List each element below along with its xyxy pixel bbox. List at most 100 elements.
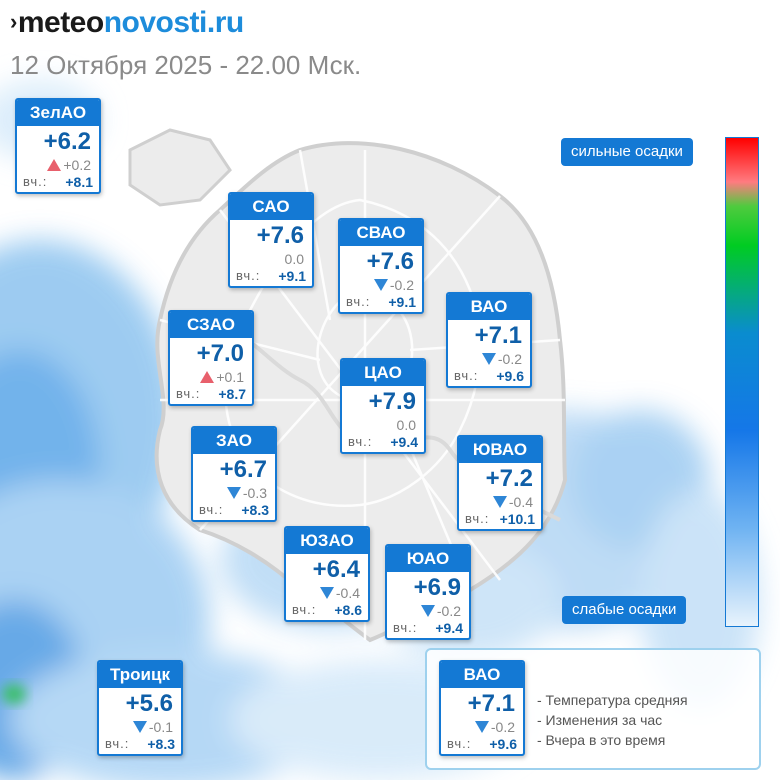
district-name: САО xyxy=(230,194,312,220)
trend-down-icon xyxy=(481,353,496,365)
hourly-change-value: -0.4 xyxy=(335,585,360,601)
yesterday-value: +8.7 xyxy=(218,386,246,402)
logo-text-meteo: meteo xyxy=(17,6,104,39)
district-name: ЮВАО xyxy=(459,437,541,463)
legend-note-change: - Изменения за час xyxy=(537,712,663,728)
temperature-value: +7.1 xyxy=(474,322,522,349)
logo-text-novosti: novosti.ru xyxy=(103,6,245,39)
yesterday-label: вч.: xyxy=(105,736,130,751)
hourly-change: -0.2 xyxy=(474,719,515,735)
hourly-change-value: -0.4 xyxy=(508,494,533,510)
yesterday-row: вч.: +8.3 xyxy=(199,502,269,518)
yesterday-row: вч.: +9.6 xyxy=(454,368,524,384)
district-name: СВАО xyxy=(340,220,422,246)
hourly-change: 0.0 xyxy=(285,251,304,267)
district-card-cao[interactable]: ЦАО +7.9 0.0 вч.: +9.4 xyxy=(340,358,426,454)
district-card-svao[interactable]: СВАО +7.6 -0.2 вч.: +9.1 xyxy=(338,218,424,314)
yesterday-row: вч.: +8.6 xyxy=(292,602,362,618)
legend-sample-card: ВАО +7.1 -0.2 вч.: +9.6 xyxy=(439,660,525,756)
temperature-value: +7.2 xyxy=(485,465,533,492)
yesterday-value: +8.6 xyxy=(334,602,362,618)
legend-box: ВАО +7.1 -0.2 вч.: +9.6 - Температура сре… xyxy=(425,648,761,770)
temperature-value: +5.6 xyxy=(125,690,173,717)
hourly-change: -0.1 xyxy=(132,719,173,735)
yesterday-value: +9.4 xyxy=(435,620,463,636)
yesterday-value: +9.4 xyxy=(390,434,418,450)
trend-down-icon xyxy=(474,721,489,733)
yesterday-value: +8.3 xyxy=(147,736,175,752)
hourly-change: -0.2 xyxy=(420,603,461,619)
yesterday-row: вч.: +8.7 xyxy=(176,386,246,402)
hourly-change: -0.4 xyxy=(319,585,360,601)
report-datetime: 12 Октября 2025 - 22.00 Мск. xyxy=(10,50,362,80)
district-card-zelao[interactable]: ЗелАО +6.2 +0.2 вч.: +8.1 xyxy=(15,98,101,194)
hourly-change: 0.0 xyxy=(397,417,416,433)
yesterday-row: вч.: +8.3 xyxy=(105,736,175,752)
yesterday-label: вч.: xyxy=(23,174,48,189)
yesterday-value: +9.6 xyxy=(496,368,524,384)
yesterday-label: вч.: xyxy=(292,602,317,617)
district-name: ВАО xyxy=(441,662,523,688)
trend-down-icon xyxy=(420,605,435,617)
trend-down-icon xyxy=(319,587,334,599)
district-name: ЮАО xyxy=(387,546,469,572)
district-name: СЗАО xyxy=(170,312,252,338)
yesterday-label: вч.: xyxy=(199,502,224,517)
district-card-yuvao[interactable]: ЮВАО +7.2 -0.4 вч.: +10.1 xyxy=(457,435,543,531)
hourly-change-value: -0.2 xyxy=(389,277,414,293)
hourly-change: -0.2 xyxy=(373,277,414,293)
district-card-zao[interactable]: ЗАО +6.7 -0.3 вч.: +8.3 xyxy=(191,426,277,522)
district-card-szao[interactable]: СЗАО +7.0 +0.1 вч.: +8.7 xyxy=(168,310,254,406)
trend-down-icon xyxy=(226,487,241,499)
logo-chevron-icon: › xyxy=(10,9,17,34)
district-name: ВАО xyxy=(448,294,530,320)
district-card-sao[interactable]: САО +7.6 0.0 вч.: +9.1 xyxy=(228,192,314,288)
precipitation-scale-bar xyxy=(725,137,759,627)
temperature-value: +6.4 xyxy=(312,556,360,583)
district-name: ЦАО xyxy=(342,360,424,386)
yesterday-label: вч.: xyxy=(465,511,490,526)
trend-down-icon xyxy=(492,496,507,508)
site-logo[interactable]: ›meteonovosti.ru xyxy=(10,6,244,40)
yesterday-value: +8.1 xyxy=(65,174,93,190)
district-card-yuao[interactable]: ЮАО +6.9 -0.2 вч.: +9.4 xyxy=(385,544,471,640)
district-card-troitsk[interactable]: Троицк +5.6 -0.1 вч.: +8.3 xyxy=(97,660,183,756)
yesterday-row: вч.: +9.4 xyxy=(348,434,418,450)
district-name: Троицк xyxy=(99,662,181,688)
yesterday-row: вч.: +9.1 xyxy=(346,294,416,310)
hourly-change: +0.2 xyxy=(47,157,91,173)
yesterday-value: +9.1 xyxy=(278,268,306,284)
hourly-change: -0.2 xyxy=(481,351,522,367)
yesterday-label: вч.: xyxy=(346,294,371,309)
district-name: ЗАО xyxy=(193,428,275,454)
temperature-value: +7.6 xyxy=(366,248,414,275)
legend-note-temperature: - Температура средняя xyxy=(537,692,688,708)
temperature-value: +7.1 xyxy=(467,690,515,717)
yesterday-row: вч.: +10.1 xyxy=(465,511,535,527)
yesterday-row: вч.: +9.4 xyxy=(393,620,463,636)
yesterday-label: вч.: xyxy=(393,620,418,635)
heavy-rain-spot xyxy=(2,684,26,704)
district-name: ЗелАО xyxy=(17,100,99,126)
district-card-vao[interactable]: ВАО +7.1 -0.2 вч.: +9.6 xyxy=(446,292,532,388)
yesterday-label: вч.: xyxy=(236,268,261,283)
temperature-value: +7.9 xyxy=(368,388,416,415)
yesterday-row: вч.: +8.1 xyxy=(23,174,93,190)
hourly-change-value: 0.0 xyxy=(396,417,416,433)
district-name: ЮЗАО xyxy=(286,528,368,554)
legend-note-yesterday: - Вчера в это время xyxy=(537,732,666,748)
hourly-change-value: -0.2 xyxy=(497,351,522,367)
yesterday-label: вч.: xyxy=(447,736,472,751)
yesterday-row: вч.: +9.1 xyxy=(236,268,306,284)
yesterday-value: +9.1 xyxy=(388,294,416,310)
trend-down-icon xyxy=(132,721,147,733)
district-card-yuzao[interactable]: ЮЗАО +6.4 -0.4 вч.: +8.6 xyxy=(284,526,370,622)
hourly-change-value: -0.2 xyxy=(490,719,515,735)
yesterday-value: +9.6 xyxy=(489,736,517,752)
hourly-change: -0.3 xyxy=(226,485,267,501)
yesterday-row: вч.: +9.6 xyxy=(447,736,517,752)
legend-notes: - Температура средняя - Изменения за час… xyxy=(537,690,688,750)
temperature-value: +6.7 xyxy=(219,456,267,483)
temperature-value: +7.6 xyxy=(256,222,304,249)
hourly-change-value: +0.2 xyxy=(63,157,91,173)
